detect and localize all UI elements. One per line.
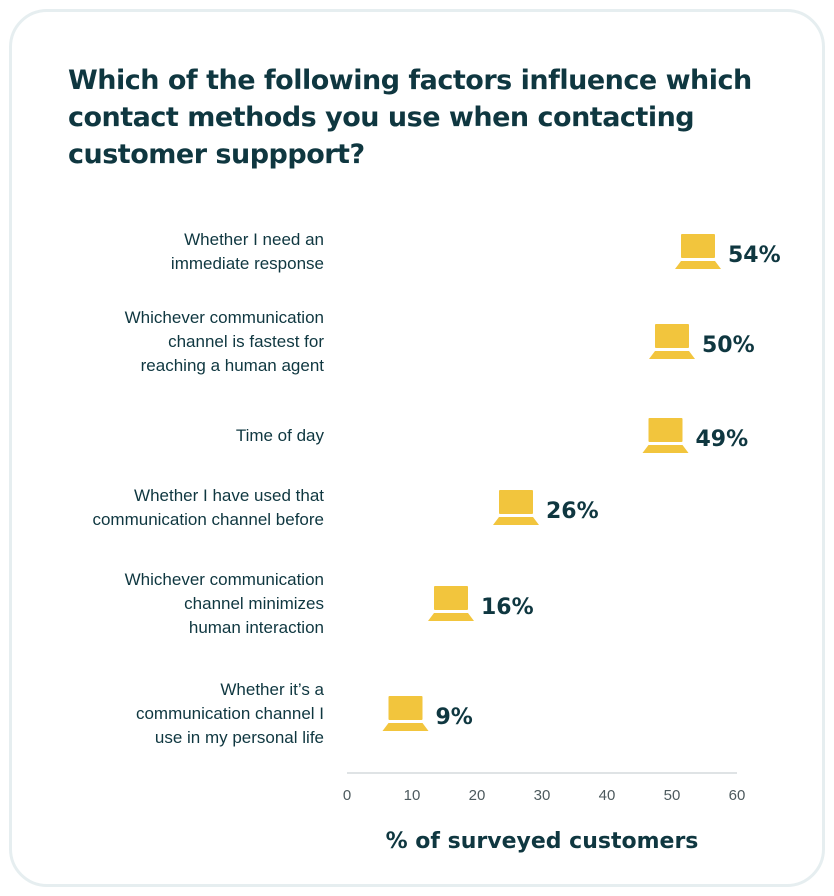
laptop-icon bbox=[642, 418, 689, 453]
x-tick-label: 0 bbox=[343, 787, 351, 804]
chart-card bbox=[9, 9, 825, 887]
laptop-screen bbox=[434, 586, 468, 610]
category-label: Whichever communication channel is faste… bbox=[124, 308, 324, 375]
category-label: Whether it’s a communication channel I u… bbox=[135, 680, 324, 747]
laptop-screen bbox=[648, 418, 683, 442]
category-label: Whether I need an immediate response bbox=[170, 230, 324, 273]
laptop-hinge bbox=[388, 720, 423, 723]
laptop-base bbox=[493, 517, 539, 525]
laptop-screen bbox=[681, 234, 715, 258]
x-tick-label: 40 bbox=[599, 787, 616, 804]
laptop-hinge bbox=[434, 610, 468, 613]
laptop-hinge bbox=[499, 514, 533, 517]
laptop-screen bbox=[499, 490, 533, 514]
x-axis-label: % of surveyed customers bbox=[386, 829, 699, 854]
laptop-icon bbox=[649, 324, 695, 359]
category-label: Whichever communication channel minimize… bbox=[124, 570, 324, 637]
laptop-base bbox=[675, 261, 721, 269]
category-label: Time of day bbox=[235, 426, 324, 445]
laptop-icon bbox=[493, 490, 539, 525]
x-tick-label: 50 bbox=[664, 787, 681, 804]
value-label: 50% bbox=[702, 333, 755, 358]
laptop-hinge bbox=[648, 442, 683, 445]
value-label: 54% bbox=[728, 243, 781, 268]
laptop-screen bbox=[655, 324, 689, 348]
laptop-hinge bbox=[655, 348, 689, 351]
value-label: 16% bbox=[481, 595, 534, 620]
value-label: 9% bbox=[436, 705, 473, 730]
x-tick-label: 60 bbox=[729, 787, 746, 804]
x-tick-label: 20 bbox=[469, 787, 486, 804]
chart-title: Which of the following factors influence… bbox=[68, 65, 752, 170]
laptop-icon bbox=[428, 586, 474, 621]
laptop-base bbox=[649, 351, 695, 359]
laptop-screen bbox=[388, 696, 423, 720]
laptop-hinge bbox=[681, 258, 715, 261]
laptop-base bbox=[428, 613, 474, 621]
laptop-base bbox=[642, 445, 689, 453]
value-label: 26% bbox=[546, 499, 599, 524]
category-label: Whether I have used that communication c… bbox=[92, 486, 324, 529]
x-tick-label: 30 bbox=[534, 787, 551, 804]
laptop-icon bbox=[675, 234, 721, 269]
laptop-base bbox=[382, 723, 429, 731]
value-label: 49% bbox=[696, 427, 749, 452]
x-tick-label: 10 bbox=[404, 787, 421, 804]
laptop-icon bbox=[382, 696, 429, 731]
